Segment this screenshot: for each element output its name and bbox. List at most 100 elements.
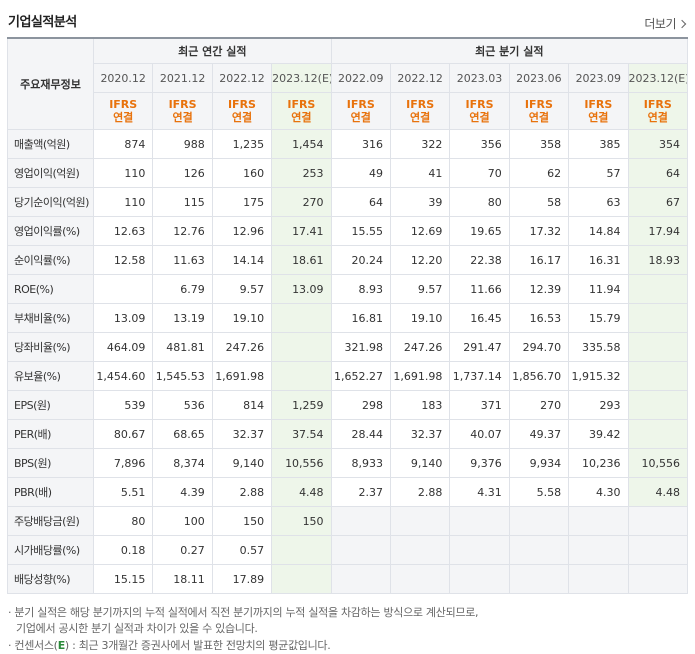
table-cell: [508, 506, 570, 536]
table-cell: 115: [152, 187, 213, 217]
table-cell: 385: [568, 129, 629, 159]
table-cell: 13.09: [271, 274, 332, 304]
table-cell: 18.61: [271, 245, 332, 275]
table-cell: 150: [211, 506, 273, 536]
table-cell: 247.26: [389, 332, 451, 362]
table-cell: 291.47: [449, 332, 510, 362]
table-cell: 18.93: [627, 245, 689, 275]
table-cell: [627, 506, 689, 536]
table-cell: [508, 564, 570, 594]
table-cell: 5.51: [92, 477, 154, 507]
table-cell: 8,933: [330, 448, 391, 478]
table-cell: [627, 564, 689, 594]
table-cell: 0.18: [92, 535, 154, 565]
table-cell: 4.39: [152, 477, 213, 507]
table-cell: 58: [508, 187, 570, 217]
table-cell: 183: [389, 390, 451, 420]
table-cell: 321.98: [330, 332, 391, 362]
table-cell: 11.66: [449, 274, 510, 304]
table-cell: 316: [330, 129, 391, 159]
table-cell: 9.57: [211, 274, 273, 304]
table-cell: 67: [627, 187, 689, 217]
table-cell: 10,236: [568, 448, 629, 478]
table-cell: 19.65: [449, 216, 510, 246]
table-cell: 539: [92, 390, 154, 420]
table-cell: 1,454.60: [92, 361, 154, 391]
table-cell: 0.27: [152, 535, 213, 565]
table-cell: 1,915.32: [568, 361, 629, 391]
period-header: 2022.12: [389, 63, 451, 93]
ifrs-label: IFRS 연결: [152, 92, 213, 130]
table-cell: [627, 535, 689, 565]
table-cell: 270: [508, 390, 570, 420]
table-cell: 110: [92, 187, 154, 217]
table-cell: [508, 535, 570, 565]
table-cell: 1,691.98: [211, 361, 273, 391]
table-cell: 39.42: [568, 419, 629, 449]
table-cell: 10,556: [271, 448, 332, 478]
table-row: 부채비율(%) 13.09 13.19 19.10 16.81 19.10 16.45 16.…: [7, 303, 689, 333]
table-cell: 64: [330, 187, 391, 217]
table-cell: 150: [271, 506, 332, 536]
table-cell: 11.94: [568, 274, 629, 304]
table-cell: 16.17: [508, 245, 570, 275]
footnote-1: · 분기 실적은 해당 분기까지의 누적 실적에서 직전 분기까지의 누적 실적…: [8, 606, 479, 619]
table-cell: 13.19: [152, 303, 213, 333]
table-cell: 12.69: [389, 216, 451, 246]
table-cell: [449, 506, 510, 536]
ifrs-label: IFRS 연결: [271, 92, 332, 130]
footnote-1b: 기업에서 공시한 분기 실적과 차이가 있을 수 있습니다.: [16, 622, 258, 635]
period-header: 2023.06: [508, 63, 570, 93]
period-header: 2020.12: [92, 63, 154, 93]
table-cell: 358: [508, 129, 570, 159]
table-cell: 1,259: [271, 390, 332, 420]
more-link[interactable]: 더보기: [644, 15, 687, 32]
table-cell: [627, 303, 689, 333]
period-header: 2023.12(E): [627, 63, 689, 93]
table-cell: 49.37: [508, 419, 570, 449]
table-cell: 322: [389, 129, 451, 159]
table-cell: 12.20: [389, 245, 451, 275]
table-cell: 464.09: [92, 332, 154, 362]
table-cell: 28.44: [330, 419, 391, 449]
row-label: 배당성향(%): [7, 564, 94, 594]
table-cell: 100: [152, 506, 213, 536]
table-cell: [330, 564, 391, 594]
table-cell: 16.81: [330, 303, 391, 333]
table-cell: 12.96: [211, 216, 273, 246]
row-label: BPS(원): [7, 448, 94, 478]
table-cell: 1,856.70: [508, 361, 570, 391]
table-cell: 37.54: [271, 419, 332, 449]
table-row: 배당성향(%) 15.15 18.11 17.89: [7, 564, 689, 594]
table-cell: 7,896: [92, 448, 154, 478]
table-row: 영업이익률(%) 12.63 12.76 12.96 17.41 15.55 12.69 19…: [7, 216, 689, 246]
table-cell: 4.30: [568, 477, 629, 507]
ifrs-label: IFRS 연결: [330, 92, 391, 130]
table-row: ROE(%) 6.79 9.57 13.09 8.93 9.57 11.66 12.39 11.…: [7, 274, 689, 304]
table-cell: 354: [627, 129, 689, 159]
table-cell: 39: [389, 187, 451, 217]
period-header: 2023.09: [568, 63, 629, 93]
table-cell: 22.38: [449, 245, 510, 275]
table-cell: 80: [449, 187, 510, 217]
table-cell: 15.55: [330, 216, 391, 246]
period-header: 2023.12(E): [271, 63, 332, 93]
ifrs-label: IFRS 연결: [568, 92, 629, 130]
table-cell: 14.14: [211, 245, 273, 275]
table-cell: 16.31: [568, 245, 629, 275]
table-cell: 1,454: [271, 129, 332, 159]
table-cell: 110: [92, 158, 154, 188]
table-cell: 32.37: [389, 419, 451, 449]
row-label: 순이익률(%): [7, 245, 94, 275]
table-cell: 14.84: [568, 216, 629, 246]
table-cell: 9,140: [211, 448, 273, 478]
table-row: 시가배당률(%) 0.18 0.27 0.57: [7, 535, 689, 565]
table-cell: 15.15: [92, 564, 154, 594]
row-label: 유보율(%): [7, 361, 94, 391]
quarter-group-header: 최근 분기 실적: [330, 37, 689, 64]
table-cell: 126: [152, 158, 213, 188]
more-link-label: 더보기: [644, 17, 676, 31]
table-cell: 17.89: [211, 564, 273, 594]
table-cell: [568, 535, 629, 565]
financial-table: 주요재무정보 최근 연간 실적 최근 분기 실적 2020.12 2021.12 2…: [7, 37, 689, 594]
